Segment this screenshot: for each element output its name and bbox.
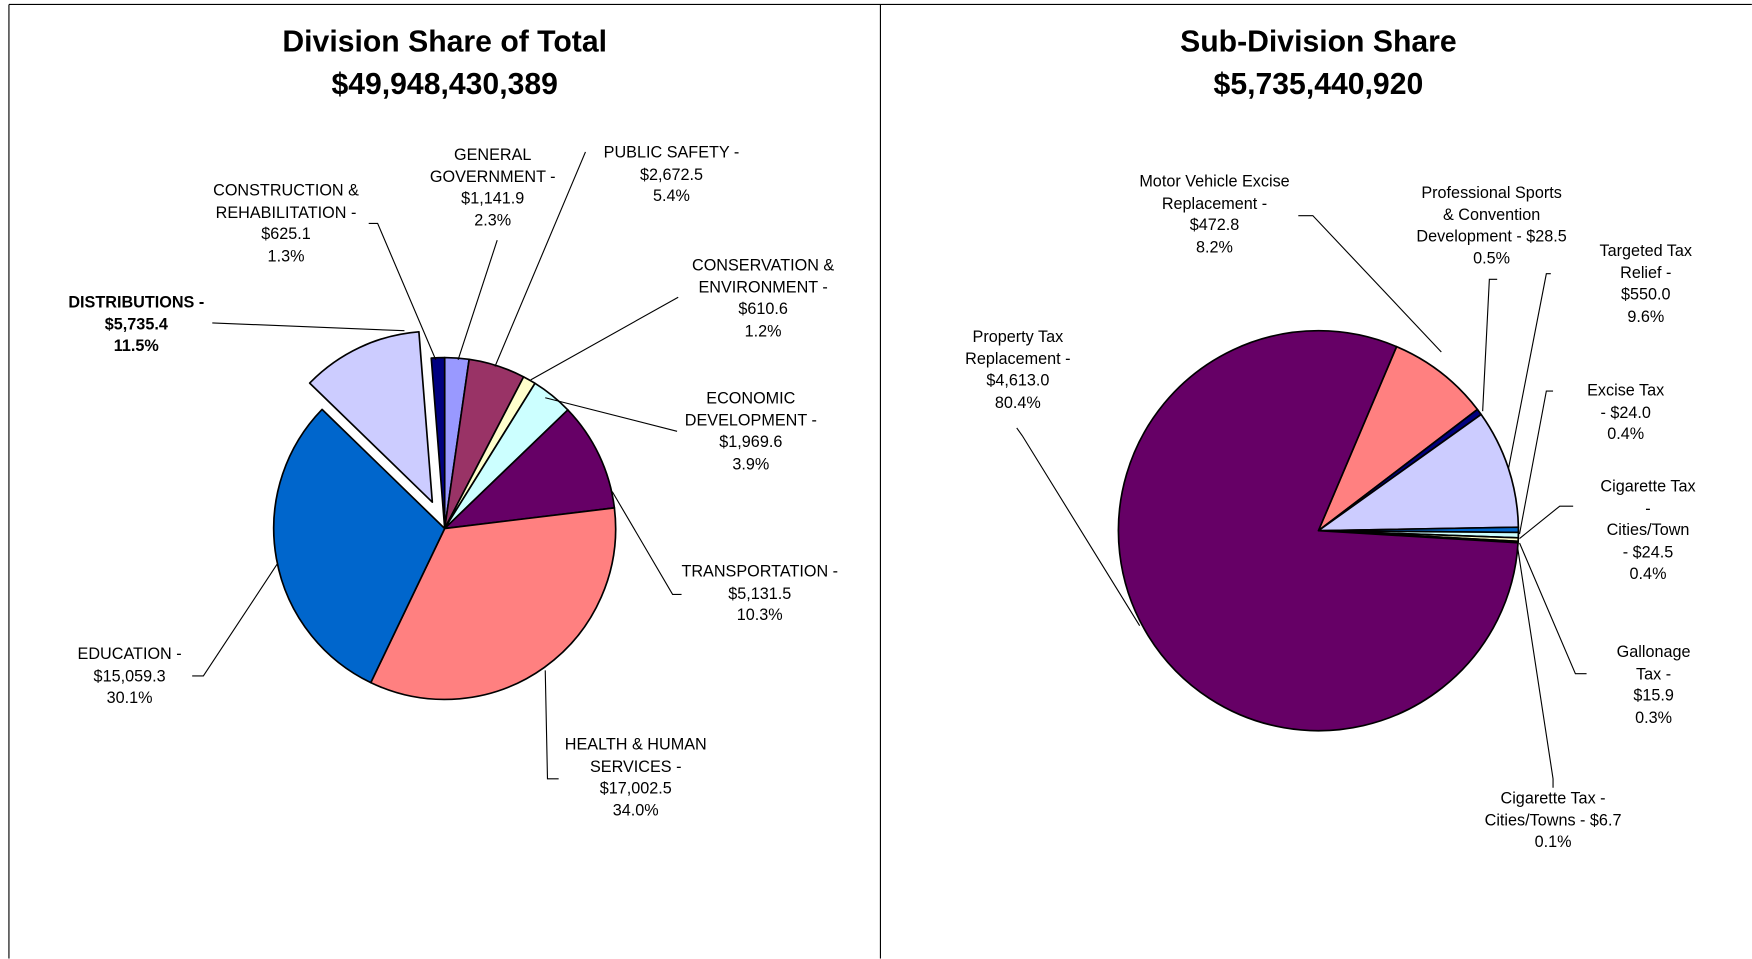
leader-line (1298, 215, 1442, 353)
slice-percent: 5.4% (653, 187, 690, 206)
slice-percent: 0.4% (1629, 565, 1667, 584)
slice-value: $550.0 (1620, 286, 1671, 304)
pie-slice (443, 409, 616, 530)
slice-value: $610.6 (738, 300, 788, 319)
slice-value: $472.8 (1189, 216, 1240, 235)
slice-name: GENERAL GOVERNMENT - (429, 146, 556, 187)
pie-slice (1117, 329, 1519, 732)
slice-percent: 1.2% (744, 322, 782, 341)
slice-value: $24.0 (1610, 403, 1651, 422)
slice-label: Excise Tax - $24.0 0.4% (1563, 381, 1689, 446)
leader-line (545, 397, 678, 432)
slice-name: CONSTRUCTION & REHABILITATION - (213, 182, 359, 222)
slice-label: Property Tax Replacement - $4,613.0 80.4% (965, 327, 1070, 414)
leader-line (611, 491, 682, 595)
slice-percent: 80.4% (994, 393, 1041, 412)
slice-name: EDUCATION - (77, 645, 182, 664)
slice-percent: 9.6% (1627, 307, 1665, 326)
slice-label: CONSERVATION & ENVIRONMENT - $610.6 1.2% (692, 256, 834, 343)
slice-name: ECONOMIC DEVELOPMENT - (684, 389, 817, 430)
chart-subtitle: $5,735,440,920 (1213, 67, 1424, 101)
slice-value: $5,735.4 (104, 315, 168, 334)
slice-value: $4,613.0 (986, 372, 1050, 390)
leader-line (1016, 427, 1141, 626)
slice-name: TRANSPORTATION - (681, 563, 839, 581)
slice-value: $625.1 (261, 225, 311, 244)
slice-label: ECONOMIC DEVELOPMENT - $1,969.6 3.9% (685, 389, 817, 476)
slice-name: HEALTH & HUMAN SERVICES - (564, 736, 707, 776)
leader-line (1519, 542, 1587, 675)
slice-label: Targeted Tax Relief - $550.0 9.6% (1593, 241, 1699, 328)
slice-value: $24.5 (1632, 543, 1674, 562)
slice-label: Cigarette Tax - Cities/Town - $24.5 0.4% (1596, 477, 1700, 586)
slice-label: Motor Vehicle Excise Replacement - $472.8… (1139, 172, 1289, 259)
slice-percent: 8.2% (1196, 238, 1233, 257)
pie-slice (272, 408, 446, 684)
slice-label: GENERAL GOVERNMENT - $1,141.9 2.3% (430, 145, 556, 232)
slice-value: $6.7 (1589, 811, 1622, 830)
slice-name: PUBLIC SAFETY - (603, 144, 740, 163)
slice-name: Property Tax Replacement - (965, 328, 1071, 369)
leader-line (1516, 545, 1554, 788)
slice-value: $28.5 (1526, 227, 1567, 246)
slice-percent: 11.5% (113, 337, 159, 356)
slice-label: HEALTH & HUMAN SERVICES - $17,002.5 34.0% (565, 735, 707, 822)
slice-percent: 0.5% (1473, 249, 1511, 268)
slice-value: $5,131.5 (728, 584, 792, 603)
slice-label: Professional Sports & Convention Develop… (1416, 183, 1566, 270)
slice-name: Targeted Tax Relief - (1599, 242, 1693, 283)
leader-line (368, 222, 437, 360)
pie-slice (1317, 345, 1479, 532)
leader-line (544, 670, 559, 780)
slice-percent: 30.1% (106, 689, 153, 708)
leader-line (1507, 273, 1551, 470)
slice-percent: 1.3% (267, 247, 305, 266)
slice-percent: 0.3% (1635, 708, 1673, 727)
slice-name: Excise Tax - (1587, 382, 1665, 422)
slice-label: DISTRIBUTIONS - $5,735.4 11.5% (68, 293, 204, 358)
slice-label: Cigarette Tax - Cities/Towns - $6.7 0.1% (1485, 789, 1622, 854)
leader-line (1482, 278, 1498, 412)
slice-name: CONSERVATION & ENVIRONMENT - (691, 256, 835, 297)
slice-percent: 2.3% (474, 211, 512, 230)
slice-name: Gallonage Tax - (1616, 643, 1691, 684)
leader-line (192, 563, 278, 677)
leader-line (494, 151, 586, 367)
slice-name: Cigarette Tax - Cities/Towns - (1484, 789, 1606, 830)
slice-value: $15.9 (1633, 687, 1674, 706)
slice-value: $1,141.9 (461, 189, 525, 208)
slice-value: $17,002.5 (599, 779, 672, 798)
slice-percent: 10.3% (736, 606, 783, 625)
slice-value: $1,969.6 (719, 433, 783, 452)
slice-name: DISTRIBUTIONS - (68, 293, 205, 312)
slice-percent: 0.1% (1534, 833, 1572, 852)
slice-label: TRANSPORTATION - $5,131.5 10.3% (681, 562, 838, 627)
slice-percent: 34.0% (612, 801, 659, 820)
slice-value: $2,672.5 (639, 165, 704, 184)
chart-subtitle: $49,948,430,389 (331, 67, 558, 101)
slice-label: Gallonage Tax - $15.9 0.3% (1604, 642, 1702, 729)
slice-name: Motor Vehicle Excise Replacement - (1139, 173, 1290, 213)
chart-title: Division Share of Total (282, 24, 607, 59)
slice-name: Professional Sports & Convention Develop… (1416, 184, 1562, 246)
pie-slice (308, 330, 434, 504)
slice-value: $15,059.3 (93, 667, 166, 686)
leader-line (1519, 505, 1574, 539)
slice-label: CONSTRUCTION & REHABILITATION - $625.1 1.3… (213, 181, 359, 268)
slice-name: Cigarette Tax - Cities/Town - (1600, 478, 1696, 562)
pie-slice (430, 356, 446, 530)
leader-line (212, 322, 405, 332)
chart-title: Sub-Division Share (1180, 24, 1457, 59)
slice-percent: 0.4% (1607, 425, 1645, 444)
slice-label: EDUCATION - $15,059.3 30.1% (78, 645, 182, 710)
leader-line (1518, 390, 1554, 535)
leader-line (530, 296, 679, 381)
leader-line (457, 240, 498, 360)
slice-percent: 3.9% (732, 455, 770, 474)
slice-label: PUBLIC SAFETY - $2,672.5 5.4% (604, 143, 740, 208)
